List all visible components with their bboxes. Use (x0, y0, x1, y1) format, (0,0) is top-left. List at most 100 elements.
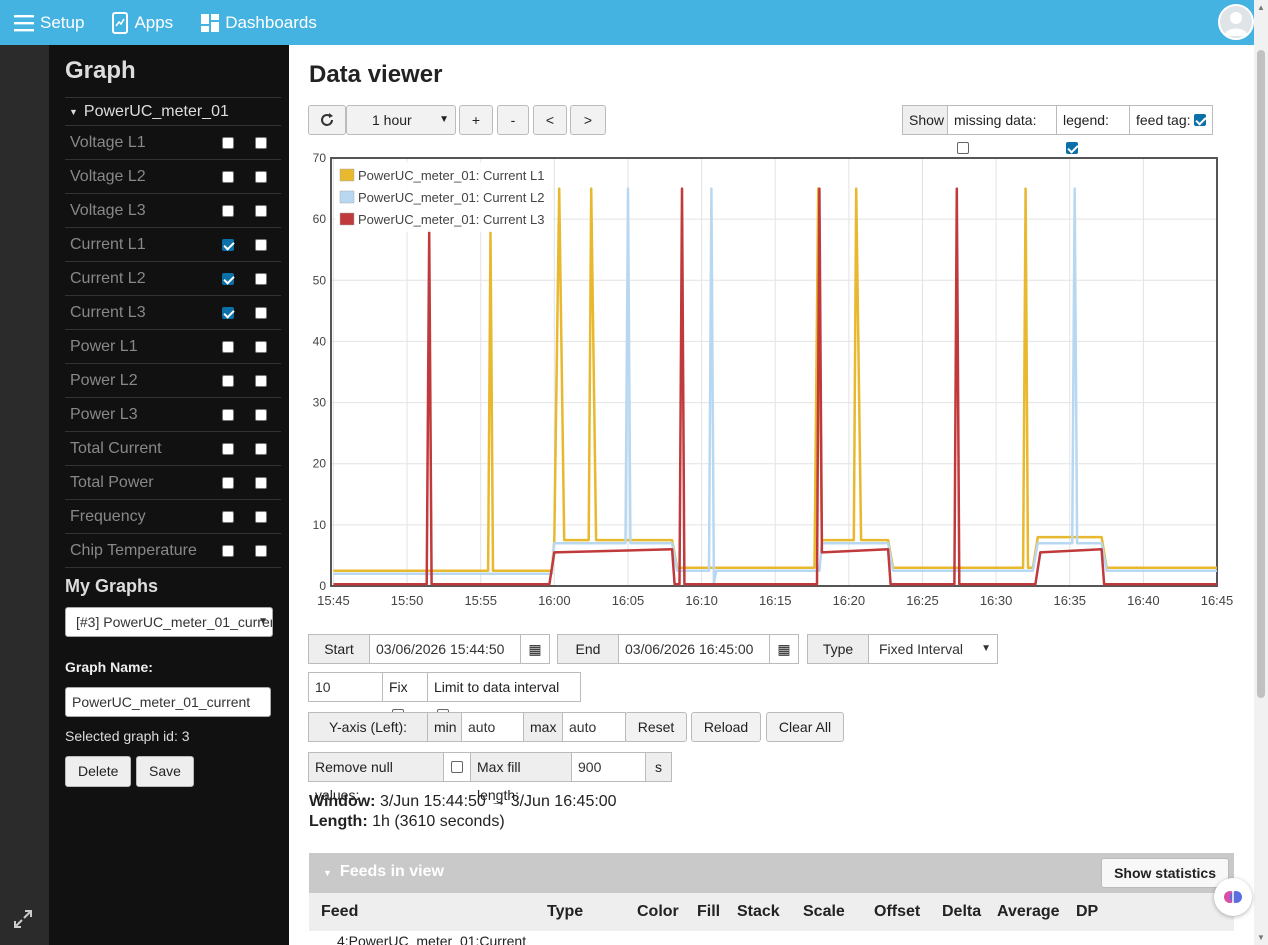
sidebar-feed-row: Voltage L1 (65, 126, 281, 160)
left-axis-checkbox[interactable] (222, 340, 234, 353)
right-axis-checkbox[interactable] (255, 476, 267, 489)
right-axis-checkbox[interactable] (255, 306, 267, 319)
missing-data-checkbox[interactable] (957, 142, 969, 154)
limit-toggle[interactable]: Limit to data interval (427, 672, 581, 721)
sidebar-feed-name: Voltage L2 (70, 167, 146, 185)
delete-button[interactable]: Delete (65, 756, 132, 787)
sidebar-feed-name: Current L2 (70, 269, 146, 287)
feeds-table-header: Feed Type Color Fill Stack Scale Offset Delta Av… (309, 893, 1234, 931)
data-chart[interactable]: 15:45 15:50 15:55 16:00 16:05 16:10 16:15 16:20… (309, 150, 1239, 610)
left-axis-checkbox[interactable] (222, 442, 234, 455)
left-axis-checkbox[interactable] (222, 170, 234, 183)
nav-apps[interactable]: Apps (112, 11, 173, 34)
start-calendar-button[interactable]: ▦ (520, 634, 550, 664)
legend-background (335, 162, 553, 232)
nav-dashboards[interactable]: Dashboards (201, 13, 317, 33)
feeds-panel-header[interactable]: ▼ Feeds in view Show statistics (309, 853, 1234, 893)
pan-left-button[interactable]: < (533, 105, 567, 135)
seconds-unit: s (645, 752, 672, 782)
zoom-out-button[interactable]: - (497, 105, 529, 135)
refresh-icon (321, 113, 333, 126)
right-axis-checkbox[interactable] (255, 204, 267, 217)
left-axis-checkbox[interactable] (222, 238, 234, 251)
clear-all-button[interactable]: Clear All (766, 712, 844, 742)
right-axis-checkbox[interactable] (255, 238, 267, 251)
feed-tag-checkbox[interactable] (1193, 114, 1206, 126)
graph-name-input[interactable]: PowerUC_meter_01_current (65, 687, 271, 717)
remove-null-checkbox[interactable] (451, 761, 463, 773)
scroll-down-icon[interactable]: ▼ (1257, 933, 1265, 942)
zoom-in-button[interactable]: + (459, 105, 493, 135)
remove-null-toggle[interactable] (443, 752, 471, 782)
right-axis-checkbox[interactable] (255, 272, 267, 285)
left-axis-checkbox[interactable] (222, 476, 234, 489)
feeds-column-header: Color (637, 903, 679, 920)
right-axis-checkbox[interactable] (255, 374, 267, 387)
saved-graph-select[interactable]: [#3] PowerUC_meter_01_current ▼ (65, 607, 273, 637)
interval-input[interactable]: 10 (308, 672, 383, 702)
save-button[interactable]: Save (136, 756, 194, 787)
sidebar-feed-row: Current L2 (65, 262, 281, 296)
sidebar-feed-row: Current L1 (65, 228, 281, 262)
reset-button[interactable]: Reset (625, 712, 687, 742)
show-statistics-button[interactable]: Show statistics (1101, 858, 1229, 888)
feed-group-header[interactable]: ▼ PowerUC_meter_01 (65, 98, 281, 126)
assistant-bubble[interactable] (1214, 878, 1252, 916)
series-line (333, 187, 1217, 572)
max-fill-input[interactable]: 900 (571, 752, 646, 782)
left-axis-checkbox[interactable] (222, 204, 234, 217)
chevron-down-icon: ▼ (981, 643, 991, 654)
right-axis-checkbox[interactable] (255, 408, 267, 421)
left-axis-checkbox[interactable] (222, 510, 234, 523)
type-value: Fixed Interval (879, 641, 964, 657)
feeds-column-header: Offset (874, 903, 921, 920)
left-axis-checkbox[interactable] (222, 272, 234, 285)
length-label: Length: (309, 813, 368, 830)
feed-tag-toggle[interactable]: feed tag: (1129, 105, 1213, 135)
sidebar-feed-row: Power L2 (65, 364, 281, 398)
legend-swatch (339, 190, 355, 204)
ymin-input[interactable]: auto (461, 712, 524, 742)
right-axis-checkbox[interactable] (255, 170, 267, 183)
fix-toggle[interactable]: Fix (382, 672, 428, 721)
legend-toggle[interactable]: legend: (1056, 105, 1130, 154)
feed-group: ▼ PowerUC_meter_01 Voltage L1 Voltage L2 V… (65, 97, 281, 568)
max-fill-label: Max fill length: (470, 752, 572, 803)
left-axis-checkbox[interactable] (222, 544, 234, 557)
legend-checkbox[interactable] (1066, 142, 1078, 154)
scroll-up-icon[interactable]: ▲ (1257, 3, 1265, 12)
sidebar-feed-row: Power L3 (65, 398, 281, 432)
page-title: Data viewer (309, 61, 443, 88)
page-scrollbar[interactable]: ▲ ▼ (1254, 0, 1268, 945)
feed-tag-label: feed tag: (1136, 112, 1191, 128)
right-axis-checkbox[interactable] (255, 442, 267, 455)
y-tick-label: 20 (313, 457, 327, 471)
nav-setup[interactable]: Setup (14, 13, 84, 33)
right-axis-checkbox[interactable] (255, 510, 267, 523)
right-axis-checkbox[interactable] (255, 544, 267, 557)
ymax-input[interactable]: auto (562, 712, 626, 742)
interval-select[interactable]: 1 hour ▼ (346, 105, 456, 135)
scrollbar-thumb[interactable] (1257, 50, 1265, 698)
sidebar-feed-row: Total Power (65, 466, 281, 500)
type-select[interactable]: Fixed Interval ▼ (868, 634, 998, 664)
calendar-icon: ▦ (777, 641, 791, 657)
reload-button[interactable]: Reload (691, 712, 761, 742)
expand-icon[interactable] (14, 910, 32, 931)
end-input[interactable]: 03/06/2026 16:45:00 (618, 634, 770, 664)
missing-data-toggle[interactable]: missing data: (947, 105, 1057, 154)
x-tick-label: 16:05 (612, 593, 645, 608)
left-axis-checkbox[interactable] (222, 408, 234, 421)
user-avatar[interactable] (1218, 4, 1254, 40)
feeds-column-header: Average (997, 903, 1060, 920)
left-axis-checkbox[interactable] (222, 374, 234, 387)
y-tick-label: 40 (313, 334, 327, 348)
refresh-button[interactable] (308, 105, 346, 135)
right-axis-checkbox[interactable] (255, 340, 267, 353)
left-axis-checkbox[interactable] (222, 136, 234, 149)
left-axis-checkbox[interactable] (222, 306, 234, 319)
right-axis-checkbox[interactable] (255, 136, 267, 149)
pan-right-button[interactable]: > (570, 105, 606, 135)
end-calendar-button[interactable]: ▦ (769, 634, 799, 664)
start-input[interactable]: 03/06/2026 15:44:50 (369, 634, 521, 664)
